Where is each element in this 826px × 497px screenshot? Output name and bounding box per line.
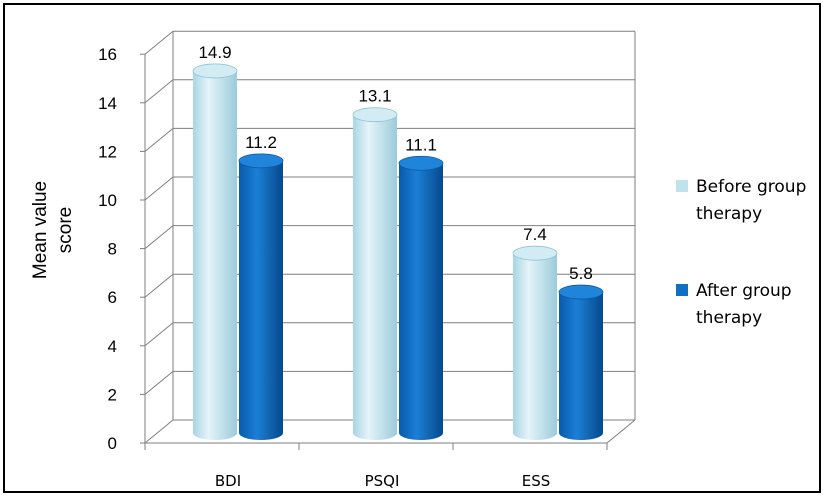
labels-layer: 14.9 11.2 13.1 11.1 7.4 5.8 <box>198 43 592 283</box>
bar-before-group-therapy <box>193 70 237 441</box>
bar-after-group-therapy <box>399 163 443 440</box>
legend-swatch <box>676 180 688 192</box>
y-tick-label: 10 <box>98 191 117 210</box>
y-tick-label: 6 <box>108 288 117 307</box>
bars-layer <box>192 63 604 441</box>
x-category-label: PSQI <box>365 472 400 490</box>
bar-top-cap <box>238 153 284 169</box>
data-label: 14.9 <box>198 43 231 62</box>
bar-top-cap <box>352 107 398 123</box>
legend-label: therapy <box>696 308 762 328</box>
y-tick-label: 12 <box>98 142 117 161</box>
x-category-label: ESS <box>522 472 551 490</box>
y-tick-label: 2 <box>108 385 117 404</box>
gridline-diagonal <box>144 371 174 395</box>
gridline-diagonal <box>144 225 174 249</box>
bar-top-cap <box>398 155 444 171</box>
bar-after-group-therapy <box>559 292 603 440</box>
data-label: 5.8 <box>569 264 593 283</box>
bar-top-cap <box>512 245 558 261</box>
gridline-diagonal <box>144 30 174 55</box>
bar-top-cap <box>558 284 604 300</box>
gridline-diagonal <box>144 128 174 152</box>
x-category-label: BDI <box>215 472 241 490</box>
data-label: 11.2 <box>245 133 277 152</box>
legend-label: therapy <box>696 204 762 224</box>
legend-swatch <box>676 284 688 296</box>
y-tick-label: 16 <box>98 45 117 64</box>
y-axis-title: score <box>55 207 76 253</box>
data-label: 13.1 <box>358 87 391 106</box>
gridline-diagonal <box>144 273 174 298</box>
y-tick-label: 8 <box>108 240 117 259</box>
y-tick-label: 14 <box>98 94 117 113</box>
floor-right-edge <box>606 419 636 444</box>
bar-before-group-therapy <box>513 253 557 440</box>
bar-before-group-therapy <box>353 114 397 441</box>
gridline-diagonal <box>144 79 174 104</box>
legend: Before group therapy After group therapy <box>676 177 806 328</box>
bar-top-cap <box>192 63 238 79</box>
y-axis-title: Mean value <box>30 181 51 279</box>
data-label: 7.4 <box>523 225 547 244</box>
gridline-diagonal <box>144 419 174 444</box>
gridline-diagonal <box>144 176 174 201</box>
bar-after-group-therapy <box>239 160 283 440</box>
y-tick-label: 0 <box>108 434 117 453</box>
legend-label: After group <box>696 281 792 301</box>
legend-label: Before group <box>696 177 806 197</box>
y-tick-label: 4 <box>108 337 117 356</box>
data-label: 11.1 <box>405 135 437 154</box>
gridline-diagonal <box>144 322 174 347</box>
